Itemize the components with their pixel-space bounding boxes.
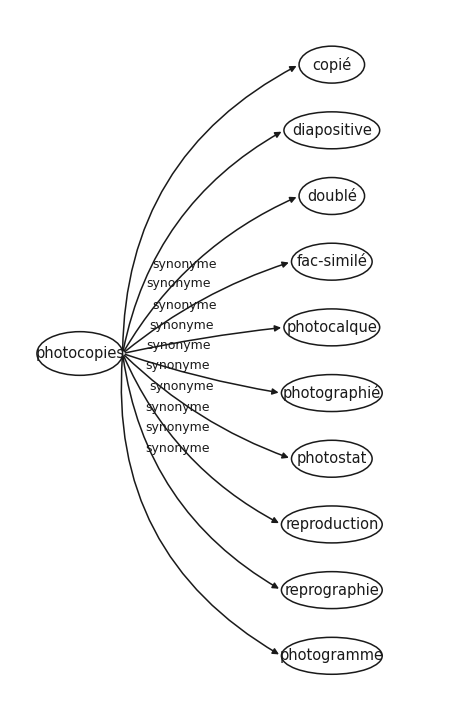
- Text: copié: copié: [312, 57, 352, 73]
- Text: synonyme: synonyme: [146, 401, 210, 414]
- Text: synonyme: synonyme: [146, 442, 210, 455]
- Ellipse shape: [292, 440, 372, 477]
- Ellipse shape: [37, 332, 122, 375]
- Text: synonyme: synonyme: [146, 359, 210, 373]
- Text: synonyme: synonyme: [152, 299, 217, 312]
- Ellipse shape: [299, 177, 365, 214]
- Ellipse shape: [281, 375, 382, 411]
- Text: synonyme: synonyme: [146, 277, 211, 290]
- Text: reprographie: reprographie: [285, 583, 379, 597]
- Text: synonyme: synonyme: [146, 421, 210, 434]
- Text: photocalque: photocalque: [286, 320, 377, 335]
- Ellipse shape: [284, 112, 380, 148]
- Text: synonyme: synonyme: [152, 259, 217, 271]
- Text: diapositive: diapositive: [292, 123, 372, 138]
- Ellipse shape: [284, 309, 380, 346]
- Ellipse shape: [281, 506, 382, 543]
- Text: photogramme: photogramme: [280, 648, 384, 663]
- Text: synonyme: synonyme: [150, 319, 214, 332]
- Text: synonyme: synonyme: [150, 380, 214, 392]
- Text: photostat: photostat: [297, 451, 367, 466]
- Ellipse shape: [292, 243, 372, 280]
- Text: synonyme: synonyme: [146, 339, 211, 352]
- Text: doublé: doublé: [307, 189, 357, 204]
- Text: reproduction: reproduction: [285, 517, 378, 532]
- Ellipse shape: [281, 572, 382, 609]
- Text: photocopies: photocopies: [35, 346, 124, 361]
- Ellipse shape: [299, 46, 365, 83]
- Ellipse shape: [281, 637, 382, 674]
- Text: photographié: photographié: [283, 385, 381, 401]
- Text: fac-similé: fac-similé: [297, 255, 367, 269]
